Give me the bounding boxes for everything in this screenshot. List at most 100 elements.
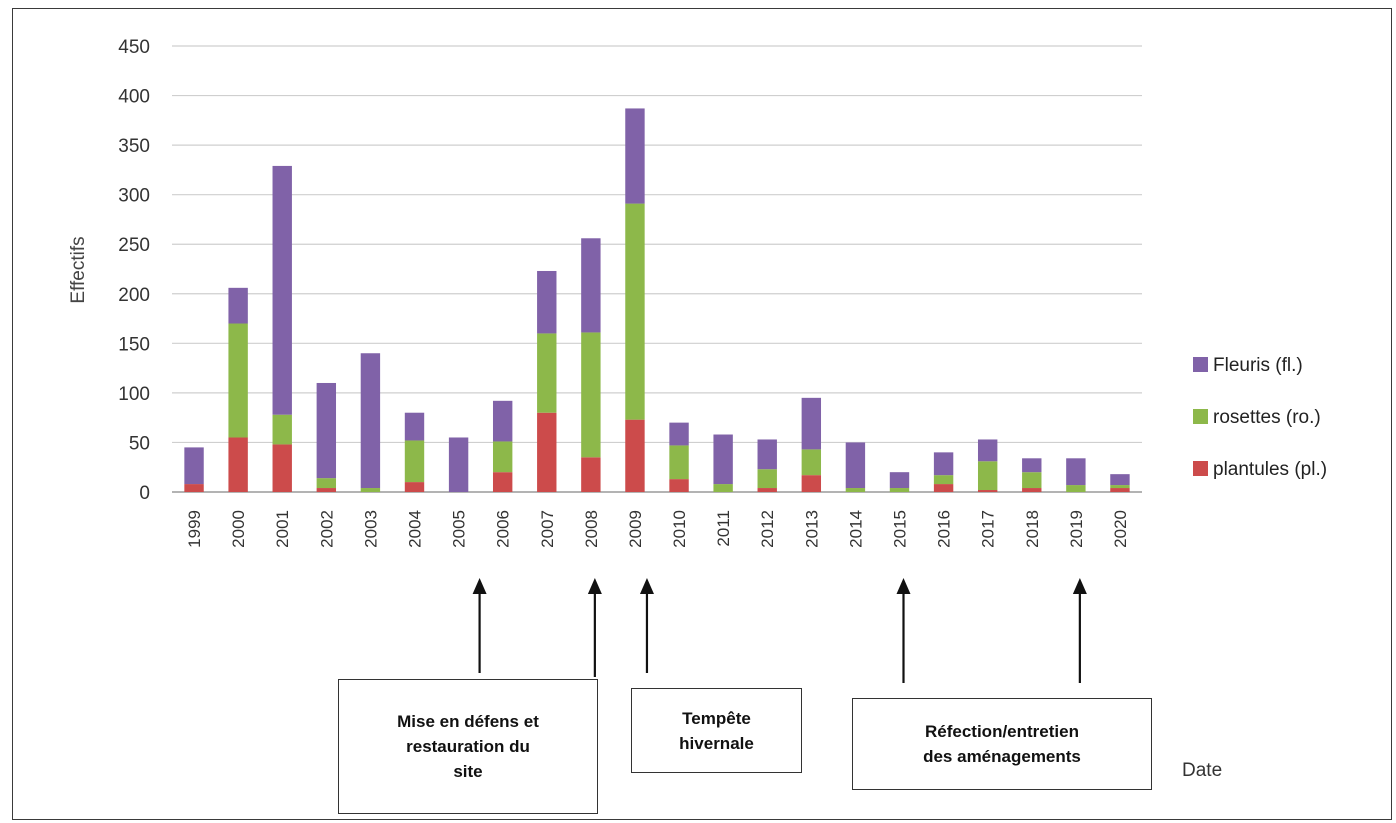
bar-2000-plantules [228, 437, 248, 492]
x-tick-label: 1999 [185, 510, 204, 548]
bar-2019-fleuris [1066, 458, 1086, 486]
arrow-head-2015 [896, 578, 911, 594]
y-axis-label: Effectifs [68, 236, 89, 303]
bar-2020-rosettes [1110, 485, 1130, 489]
bar-2006-rosettes [492, 441, 513, 473]
bar-2003-fleuris [360, 353, 381, 489]
x-tick-label: 2013 [802, 510, 821, 548]
bar-2017-rosettes [977, 461, 998, 491]
bar-2002-fleuris [316, 382, 337, 479]
legend-swatch [1193, 409, 1208, 424]
y-tick-label: 250 [118, 235, 150, 256]
legend-entry: Fleuris (fl.) [1213, 355, 1303, 376]
x-tick-label: 2004 [406, 510, 425, 548]
annotation-mise-en-defens: Mise en défens et restauration du site [338, 679, 598, 814]
bar-2009-rosettes [625, 203, 645, 420]
bar-2007-rosettes [537, 333, 557, 413]
y-tick-label: 200 [118, 285, 150, 306]
bar-2006-plantules [492, 472, 513, 492]
bar-2017-plantules [977, 490, 998, 492]
x-tick-label: 2002 [317, 510, 336, 548]
x-tick-labels: 1999 2000 2001 2002 2003 2004 2005 2006 2007 2008… [185, 510, 1130, 548]
bar-2008-fleuris [581, 238, 601, 333]
bar-2008-rosettes [581, 332, 601, 458]
y-tick-label: 100 [118, 384, 150, 405]
y-tick-label: 350 [118, 136, 150, 157]
bar-2018-rosettes [1022, 472, 1042, 489]
bar-2001-plantules [272, 444, 292, 492]
bar-2016-plantules [933, 484, 954, 492]
annotation-refection-entretien: Réfection/entretien des aménagements [852, 698, 1152, 790]
bar-1999-plantules [184, 484, 204, 492]
x-tick-label: 2020 [1111, 510, 1130, 548]
bar-2011-fleuris [713, 434, 733, 485]
arrow-head-2008 [587, 578, 602, 594]
x-tick-label: 2007 [538, 510, 557, 548]
y-tick-label: 400 [118, 87, 150, 108]
legend-entry: plantules (pl.) [1213, 459, 1327, 480]
bar-2000-rosettes [228, 323, 248, 438]
y-tick-label: 450 [118, 37, 150, 58]
bar-2006-fleuris [492, 400, 513, 442]
x-tick-label: 2010 [670, 510, 689, 548]
legend-swatch [1193, 357, 1208, 372]
bar-1999-fleuris [184, 447, 204, 485]
x-axis-label: Date [1182, 760, 1223, 781]
bar-2012-fleuris [757, 439, 777, 470]
x-tick-label: 2000 [229, 510, 248, 548]
x-tick-label: 2006 [494, 510, 513, 548]
y-tick-labels: 0 50 100 150 200 250 300 350 400 450 [118, 37, 150, 504]
bar-2013-rosettes [801, 449, 822, 476]
bar-2005-fleuris [448, 437, 469, 492]
bar-2016-rosettes [933, 475, 954, 485]
bar-2004-plantules [404, 482, 425, 492]
annotation-arrows [472, 578, 1087, 683]
bar-2016-fleuris [933, 452, 954, 476]
bar-2007-fleuris [537, 270, 557, 334]
bar-2012-rosettes [757, 469, 777, 489]
arrow-head-2005 [472, 578, 487, 594]
x-tick-label: 2009 [626, 510, 645, 548]
bar-2013-plantules [801, 475, 822, 492]
bar-2012-plantules [757, 488, 777, 492]
y-tick-label: 300 [118, 186, 150, 207]
x-tick-label: 2014 [846, 510, 865, 548]
bar-2001-fleuris [272, 165, 292, 415]
y-tick-label: 150 [118, 334, 150, 355]
legend: Fleuris (fl.) rosettes (ro.) plantules (pl… [1193, 355, 1327, 480]
x-tick-label: 2008 [582, 510, 601, 548]
bar-2010-rosettes [669, 445, 689, 480]
bar-2009-plantules [625, 419, 645, 492]
bar-2010-plantules [669, 479, 689, 492]
bar-2014-rosettes [845, 488, 866, 492]
annotation-tempete-hivernale: Tempête hivernale [631, 688, 802, 773]
arrow-head-2019 [1072, 578, 1087, 594]
x-tick-label: 2011 [714, 510, 733, 547]
bar-2018-plantules [1022, 488, 1042, 492]
bar-2004-rosettes [404, 440, 425, 483]
arrow-head-2009 [639, 578, 654, 594]
bar-2013-fleuris [801, 397, 822, 450]
bar-2015-rosettes [889, 488, 910, 492]
bar-2011-rosettes [713, 484, 733, 492]
x-tick-label: 2019 [1067, 510, 1086, 548]
x-tick-label: 2001 [273, 510, 292, 548]
y-tick-label: 0 [139, 483, 150, 504]
bar-2000-fleuris [228, 287, 248, 324]
x-tick-label: 2015 [891, 510, 910, 548]
bar-2017-fleuris [977, 439, 998, 462]
bar-2002-plantules [316, 488, 337, 492]
x-tick-label: 2016 [935, 510, 954, 548]
bar-2020-plantules [1110, 488, 1130, 492]
y-tick-label: 50 [129, 433, 150, 454]
bar-2001-rosettes [272, 414, 292, 445]
bar-2007-plantules [537, 412, 557, 492]
bar-2002-rosettes [316, 478, 337, 489]
bar-2014-fleuris [845, 442, 866, 489]
bar-2009-fleuris [625, 108, 645, 204]
legend-swatch [1193, 461, 1208, 476]
x-tick-label: 2012 [758, 510, 777, 548]
x-tick-label: 2005 [450, 510, 469, 548]
x-tick-label: 2003 [361, 510, 380, 548]
